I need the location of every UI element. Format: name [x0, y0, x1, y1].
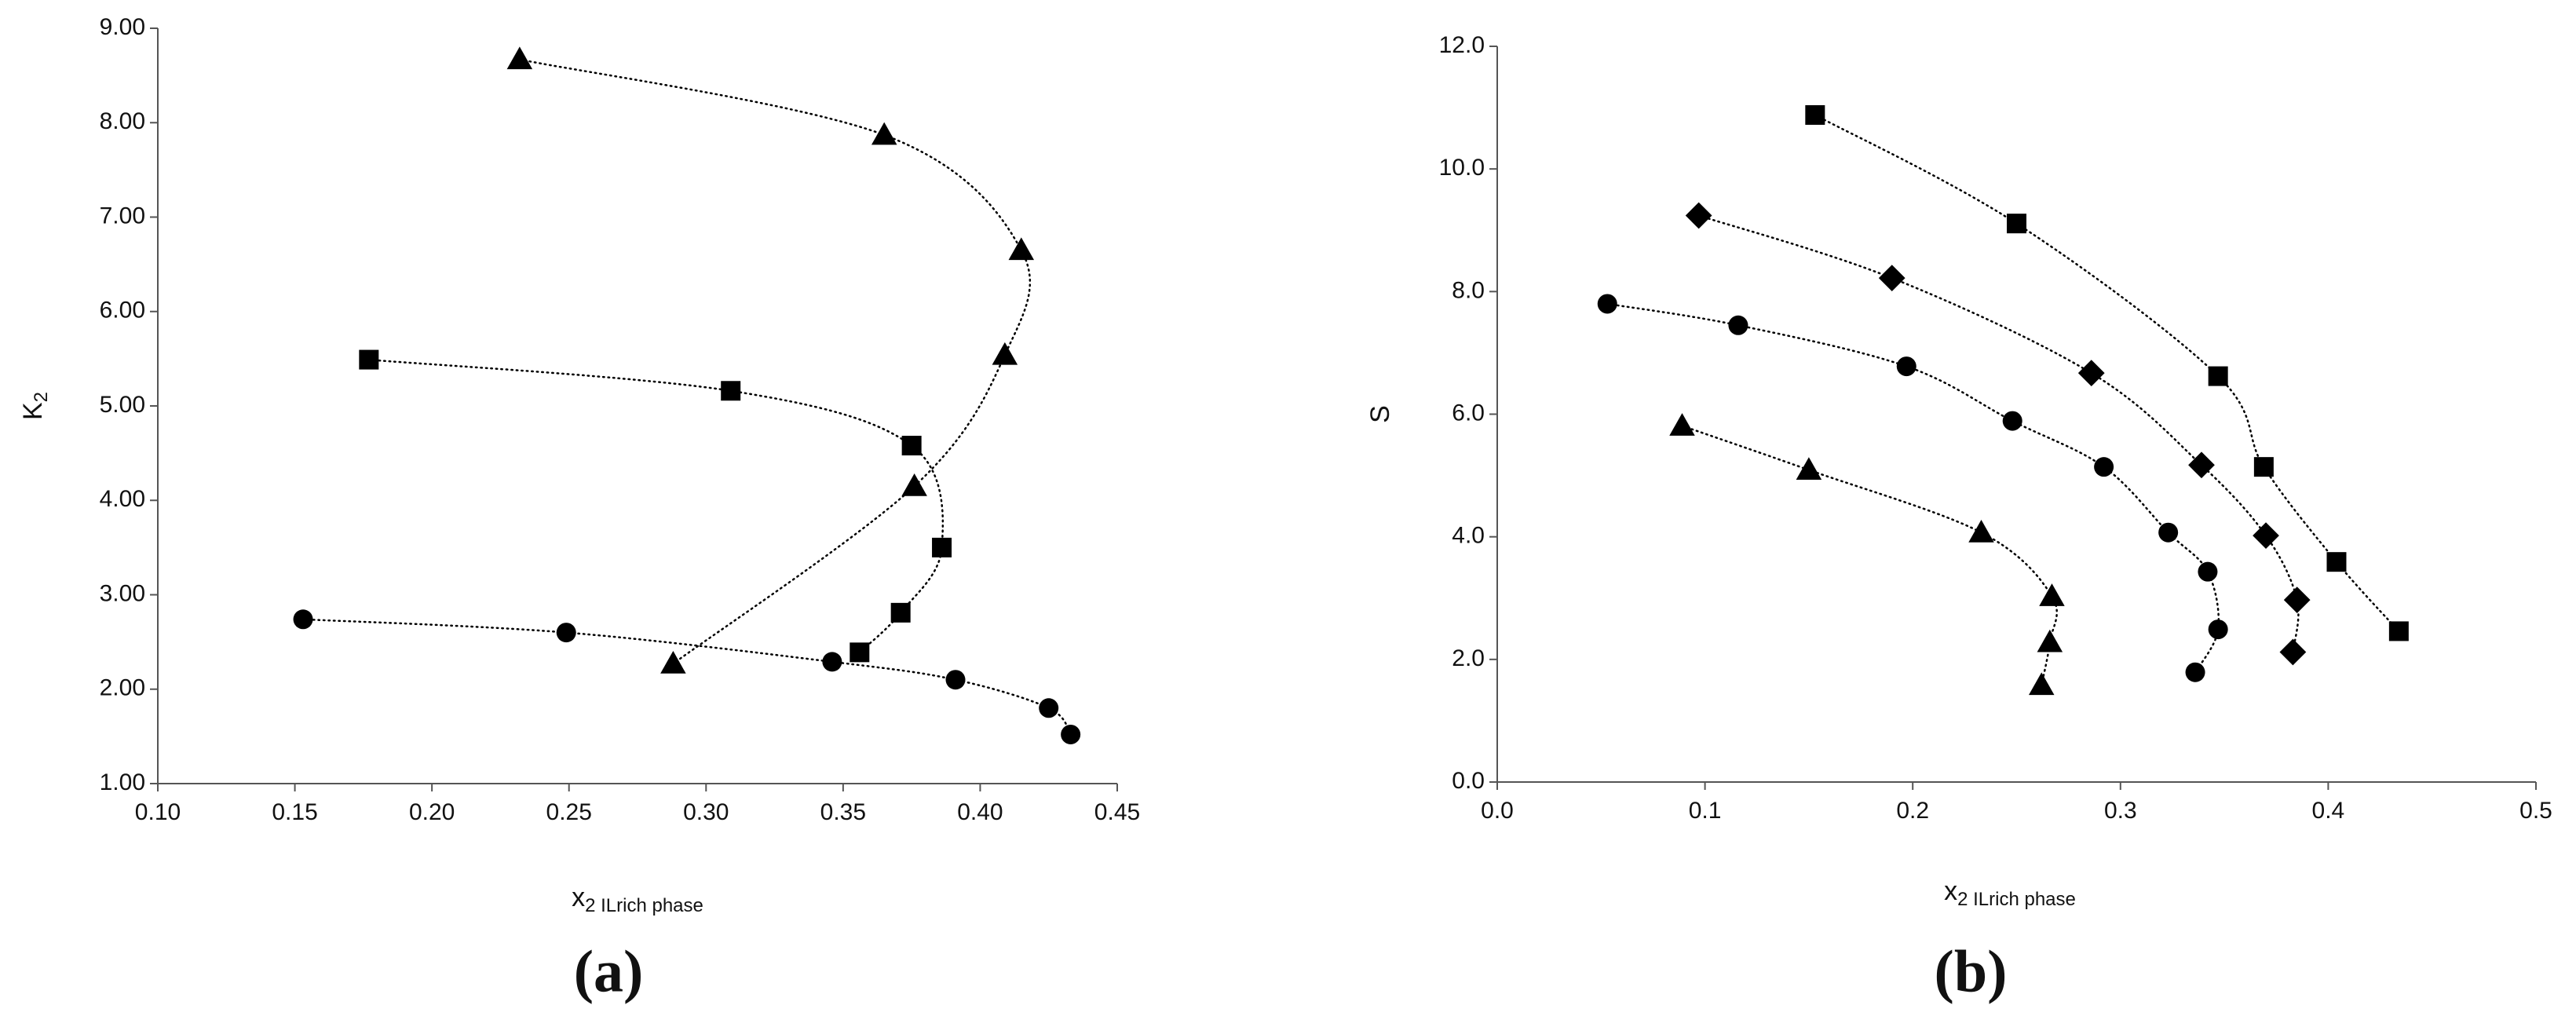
x-tick-label: 0.15 — [272, 799, 317, 825]
chart-panel: 0.0 2.0 4.0 6.0 8.0 10.0 12.0 0.0 0.1 0.2 0.3 0.4 0.… — [1365, 32, 2552, 1005]
marker — [2002, 411, 2022, 431]
marker — [932, 537, 952, 557]
y-tick-label: 4.0 — [1452, 523, 1485, 549]
y-tick-label: 3.00 — [100, 580, 145, 606]
marker — [2094, 457, 2114, 477]
x-tick-label: 0.1 — [1689, 798, 1722, 824]
x-tick-label: 0.2 — [1896, 798, 1929, 824]
x-tick-label: 0.45 — [1094, 799, 1140, 825]
marker — [1685, 202, 1712, 229]
marker — [2185, 662, 2205, 682]
x-label-main: x — [1944, 876, 1957, 906]
x-tick-label: 0.20 — [409, 799, 455, 825]
marker — [2326, 552, 2347, 572]
marker — [2158, 522, 2179, 543]
marker — [1061, 724, 1081, 744]
marker — [871, 122, 897, 145]
marker — [721, 381, 741, 401]
marker — [992, 342, 1018, 365]
marker — [1805, 104, 1825, 125]
x-tick-label: 0.30 — [683, 799, 729, 825]
y-label-sub: 2 — [31, 392, 52, 402]
series-line — [1681, 425, 2058, 686]
marker — [2253, 522, 2279, 549]
y-tick-label: 8.0 — [1452, 277, 1485, 303]
x-label-main: x — [572, 883, 585, 912]
y-label-main: K — [18, 402, 48, 420]
marker — [850, 642, 870, 663]
y-tick-label: 9.00 — [100, 14, 145, 40]
x-tick-label: 0.35 — [820, 799, 866, 825]
marker — [822, 652, 842, 672]
marker — [2188, 451, 2215, 479]
y-tick-label: 8.00 — [100, 108, 145, 134]
x-tick-label: 0.25 — [546, 799, 592, 825]
marker — [359, 349, 379, 370]
marker — [293, 609, 313, 630]
y-label-main: S — [1365, 405, 1395, 423]
marker — [1039, 698, 1059, 718]
y-tick-label: 1.00 — [100, 769, 145, 795]
y-tick-label: 12.0 — [1439, 32, 1485, 58]
marker — [2208, 619, 2228, 640]
marker — [1008, 237, 1035, 261]
x-tick-label: 0.3 — [2104, 798, 2137, 824]
x-label-sub: 2 ILrich phase — [1957, 889, 2076, 910]
marker — [1796, 457, 1822, 481]
marker — [2198, 561, 2218, 582]
marker — [1968, 519, 1994, 543]
marker — [2279, 638, 2307, 666]
series-line — [1606, 302, 2220, 674]
x-axis-label: x2 ILrich phase — [1944, 876, 2076, 910]
marker — [2007, 214, 2026, 234]
y-tick-label: 2.00 — [100, 675, 145, 701]
marker — [2283, 587, 2311, 613]
y-tick-label: 6.0 — [1452, 400, 1485, 426]
y-tick-label: 6.00 — [100, 298, 145, 323]
y-axis-label: K2 — [18, 392, 52, 420]
marker — [901, 436, 922, 456]
y-axis-label: S — [1365, 405, 1395, 423]
x-axis-label: x2 ILrich phase — [572, 883, 703, 916]
marker — [2029, 672, 2055, 696]
marker — [2208, 366, 2228, 386]
chart-panel: 1.00 2.00 3.00 4.00 5.00 6.00 7.00 8.00 9.00 0.10… — [18, 14, 1140, 1005]
panel-label: (b) — [1935, 938, 2008, 1004]
x-tick-label: 0.10 — [135, 799, 181, 825]
y-tick-label: 2.0 — [1452, 645, 1485, 671]
y-tick-label: 5.00 — [100, 392, 145, 418]
panel-label: (a) — [574, 938, 644, 1004]
y-tick-label: 7.00 — [100, 203, 145, 228]
y-tick-label: 10.0 — [1439, 155, 1485, 181]
series-line — [367, 358, 945, 654]
marker — [556, 623, 576, 643]
series-line — [1697, 214, 2300, 653]
marker — [2077, 360, 2105, 387]
x-label-sub: 2 ILrich phase — [585, 895, 703, 916]
marker — [2253, 457, 2274, 477]
y-tick-label: 4.00 — [100, 486, 145, 512]
marker — [2037, 629, 2063, 652]
marker — [1728, 315, 1748, 335]
y-tick-label: 0.0 — [1452, 768, 1485, 794]
marker — [1878, 265, 1906, 292]
x-tick-label: 0.0 — [1481, 798, 1514, 824]
x-tick-label: 0.40 — [957, 799, 1003, 825]
marker — [2039, 583, 2065, 606]
x-tick-label: 0.4 — [2312, 798, 2345, 824]
marker — [1669, 413, 1695, 436]
marker — [2388, 621, 2409, 641]
series-line — [518, 58, 1032, 665]
marker — [901, 473, 927, 496]
marker — [890, 602, 911, 623]
marker — [660, 651, 686, 674]
marker — [1597, 294, 1617, 314]
marker — [945, 670, 966, 690]
marker — [1896, 356, 1916, 377]
x-tick-label: 0.5 — [2519, 798, 2552, 824]
marker — [506, 46, 533, 70]
